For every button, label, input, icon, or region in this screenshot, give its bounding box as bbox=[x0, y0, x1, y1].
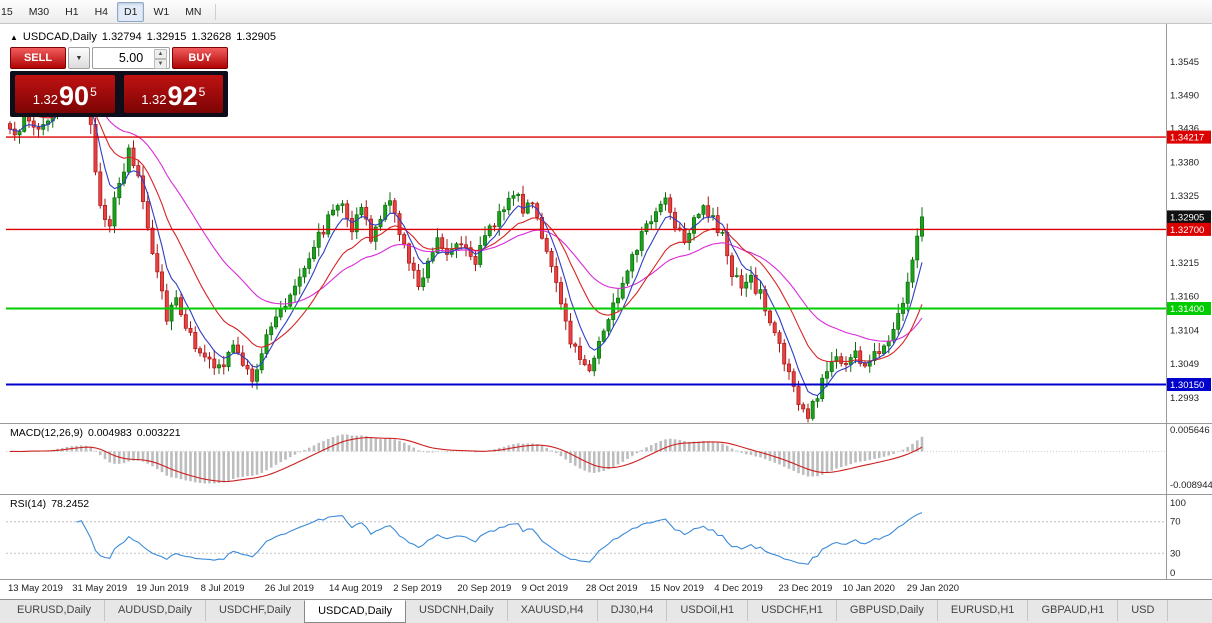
svg-text:1.30150: 1.30150 bbox=[1170, 380, 1204, 391]
toolbar-separator bbox=[214, 3, 216, 20]
timeframe-button-15[interactable]: 15 bbox=[1, 5, 13, 18]
tab-usdcad-daily[interactable]: USDCAD,Daily bbox=[304, 600, 407, 623]
svg-text:26 Jul 2019: 26 Jul 2019 bbox=[265, 583, 314, 594]
svg-text:1.3049: 1.3049 bbox=[1170, 359, 1199, 370]
svg-text:8 Jul 2019: 8 Jul 2019 bbox=[201, 583, 245, 594]
tab-usd[interactable]: USD bbox=[1118, 600, 1169, 621]
svg-text:1.2993: 1.2993 bbox=[1170, 393, 1199, 404]
svg-text:1.3380: 1.3380 bbox=[1170, 157, 1199, 168]
buy-price-prefix: 1.32 bbox=[141, 92, 167, 107]
buy-price-big: 92 bbox=[167, 81, 198, 112]
timeframe-button-w1[interactable]: W1 bbox=[153, 5, 170, 18]
svg-text:9 Oct 2019: 9 Oct 2019 bbox=[522, 583, 568, 594]
svg-text:1.31400: 1.31400 bbox=[1170, 304, 1204, 315]
ohlc-low: 1.32628 bbox=[191, 31, 232, 43]
svg-text:14 Aug 2019: 14 Aug 2019 bbox=[329, 583, 382, 594]
svg-text:0: 0 bbox=[1170, 568, 1175, 579]
volume-dropdown-button[interactable]: ▼ bbox=[68, 47, 90, 69]
timeframe-button-h4[interactable]: H4 bbox=[94, 5, 108, 18]
macd-signal-value: 0.003221 bbox=[136, 427, 181, 439]
svg-text:31 May 2019: 31 May 2019 bbox=[72, 583, 127, 594]
svg-text:1.3436: 1.3436 bbox=[1170, 123, 1199, 134]
timeframe-button-m30[interactable]: M30 bbox=[28, 5, 50, 18]
tab-dj30-h4[interactable]: DJ30,H4 bbox=[598, 600, 668, 621]
buy-button[interactable]: BUY bbox=[172, 47, 228, 69]
volume-stepper[interactable]: ▲ ▼ bbox=[154, 49, 167, 69]
ohlc-open: 1.32794 bbox=[101, 31, 142, 43]
svg-text:19 Jun 2019: 19 Jun 2019 bbox=[136, 583, 188, 594]
svg-text:28 Oct 2019: 28 Oct 2019 bbox=[586, 583, 638, 594]
svg-text:2 Sep 2019: 2 Sep 2019 bbox=[393, 583, 442, 594]
chart-tab-bar: EURUSD,Daily AUDUSD,Daily USDCHF,Daily USDC… bbox=[0, 599, 1212, 623]
tab-usdchf-daily[interactable]: USDCHF,Daily bbox=[206, 600, 306, 621]
sell-button[interactable]: SELL bbox=[10, 47, 66, 69]
timeframe-button-d1[interactable]: D1 bbox=[117, 1, 145, 22]
svg-text:30: 30 bbox=[1170, 548, 1181, 559]
svg-text:23 Dec 2019: 23 Dec 2019 bbox=[778, 583, 832, 594]
sell-price-prefix: 1.32 bbox=[32, 92, 59, 107]
stepper-up-icon[interactable]: ▲ bbox=[154, 49, 167, 59]
ohlc-high: 1.32915 bbox=[146, 31, 187, 43]
svg-text:29 Jan 2020: 29 Jan 2020 bbox=[907, 583, 959, 594]
tab-gbpusd-daily[interactable]: GBPUSD,Daily bbox=[837, 600, 938, 621]
svg-text:20 Sep 2019: 20 Sep 2019 bbox=[457, 583, 511, 594]
tab-xauusd-h4[interactable]: XAUUSD,H4 bbox=[508, 600, 598, 621]
macd-main-value: 0.004983 bbox=[87, 427, 132, 439]
buy-price-display[interactable]: 1.32 92 5 bbox=[123, 75, 223, 113]
tab-usdchf-h1[interactable]: USDCHF,H1 bbox=[748, 600, 837, 621]
volume-value: 5.00 bbox=[118, 51, 144, 65]
svg-text:1.32700: 1.32700 bbox=[1170, 225, 1204, 236]
tab-eurusd-h1[interactable]: EURUSD,H1 bbox=[938, 600, 1029, 621]
svg-text:1.3545: 1.3545 bbox=[1170, 57, 1199, 68]
timeframe-button-mn[interactable]: MN bbox=[185, 5, 202, 18]
buy-price-sup: 5 bbox=[198, 85, 206, 99]
chart-title: ▲ USDCAD,Daily 1.32794 1.32915 1.32628 1… bbox=[10, 31, 276, 43]
svg-text:1.3160: 1.3160 bbox=[1170, 291, 1199, 302]
macd-name: MACD(12,26,9) bbox=[10, 427, 83, 439]
svg-text:-0.008944: -0.008944 bbox=[1170, 480, 1212, 491]
collapse-panel-icon[interactable]: ▲ bbox=[10, 32, 18, 42]
rsi-name: RSI(14) bbox=[10, 498, 47, 510]
tab-usdcnh-daily[interactable]: USDCNH,Daily bbox=[406, 600, 508, 621]
sell-price-display[interactable]: 1.32 90 5 bbox=[15, 75, 115, 113]
svg-text:1.3215: 1.3215 bbox=[1170, 258, 1199, 269]
svg-text:1.3104: 1.3104 bbox=[1170, 325, 1199, 336]
sell-price-big: 90 bbox=[59, 81, 90, 112]
macd-indicator-label: MACD(12,26,9) 0.004983 0.003221 bbox=[10, 427, 186, 439]
ohlc-close: 1.32905 bbox=[236, 31, 276, 43]
tab-usdoil-h1[interactable]: USDOil,H1 bbox=[667, 600, 749, 621]
svg-text:13 May 2019: 13 May 2019 bbox=[8, 583, 63, 594]
stepper-down-icon[interactable]: ▼ bbox=[154, 59, 167, 69]
volume-input[interactable]: 5.00 ▲ ▼ bbox=[92, 47, 170, 69]
chevron-down-icon: ▼ bbox=[75, 54, 83, 62]
timeframe-button-h1[interactable]: H1 bbox=[65, 5, 79, 18]
rsi-indicator-label: RSI(14) 78.2452 bbox=[10, 498, 94, 510]
tab-audusd-daily[interactable]: AUDUSD,Daily bbox=[105, 600, 206, 621]
tab-eurusd-daily[interactable]: EURUSD,Daily bbox=[4, 600, 105, 621]
one-click-trading-panel: SELL ▼ 5.00 ▲ ▼ BUY 1.32 90 5 1.32 92 5 bbox=[10, 47, 228, 117]
svg-text:4 Dec 2019: 4 Dec 2019 bbox=[714, 583, 763, 594]
tab-gbpaud-h1[interactable]: GBPAUD,H1 bbox=[1028, 600, 1119, 621]
svg-text:100: 100 bbox=[1170, 498, 1186, 509]
svg-text:0.005646: 0.005646 bbox=[1170, 425, 1210, 436]
svg-text:1.3490: 1.3490 bbox=[1170, 91, 1199, 102]
svg-text:70: 70 bbox=[1170, 517, 1181, 528]
svg-text:1.3325: 1.3325 bbox=[1170, 191, 1199, 202]
sell-price-sup: 5 bbox=[90, 85, 97, 99]
chart-symbol-label: USDCAD,Daily bbox=[22, 31, 97, 43]
svg-text:10 Jan 2020: 10 Jan 2020 bbox=[843, 583, 895, 594]
rsi-value: 78.2452 bbox=[51, 498, 90, 510]
svg-text:15 Nov 2019: 15 Nov 2019 bbox=[650, 583, 704, 594]
svg-text:1.32905: 1.32905 bbox=[1170, 212, 1204, 223]
svg-text:1.34217: 1.34217 bbox=[1170, 133, 1204, 144]
bid-ask-display: 1.32 90 5 1.32 92 5 bbox=[10, 71, 228, 117]
timeframe-toolbar: 15 M30 H1 H4 D1 W1 MN bbox=[0, 0, 1212, 24]
